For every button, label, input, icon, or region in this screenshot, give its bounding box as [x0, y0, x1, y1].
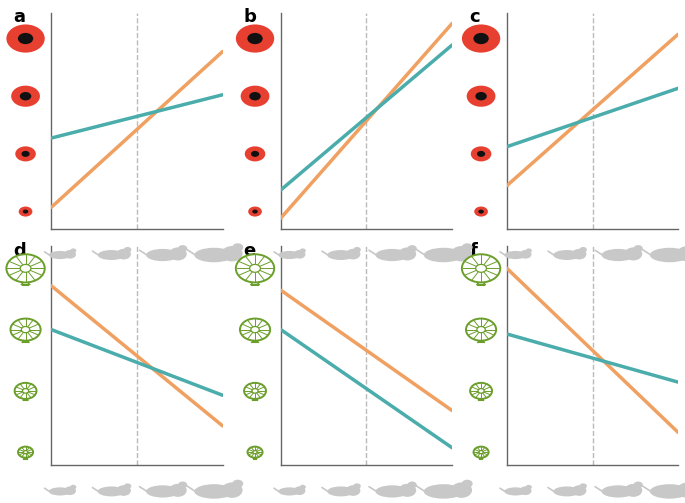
Text: d: d: [14, 242, 27, 260]
Text: c: c: [469, 8, 480, 26]
Text: e: e: [243, 242, 256, 260]
Text: b: b: [243, 8, 256, 26]
Text: a: a: [14, 8, 26, 26]
Text: f: f: [469, 242, 477, 260]
